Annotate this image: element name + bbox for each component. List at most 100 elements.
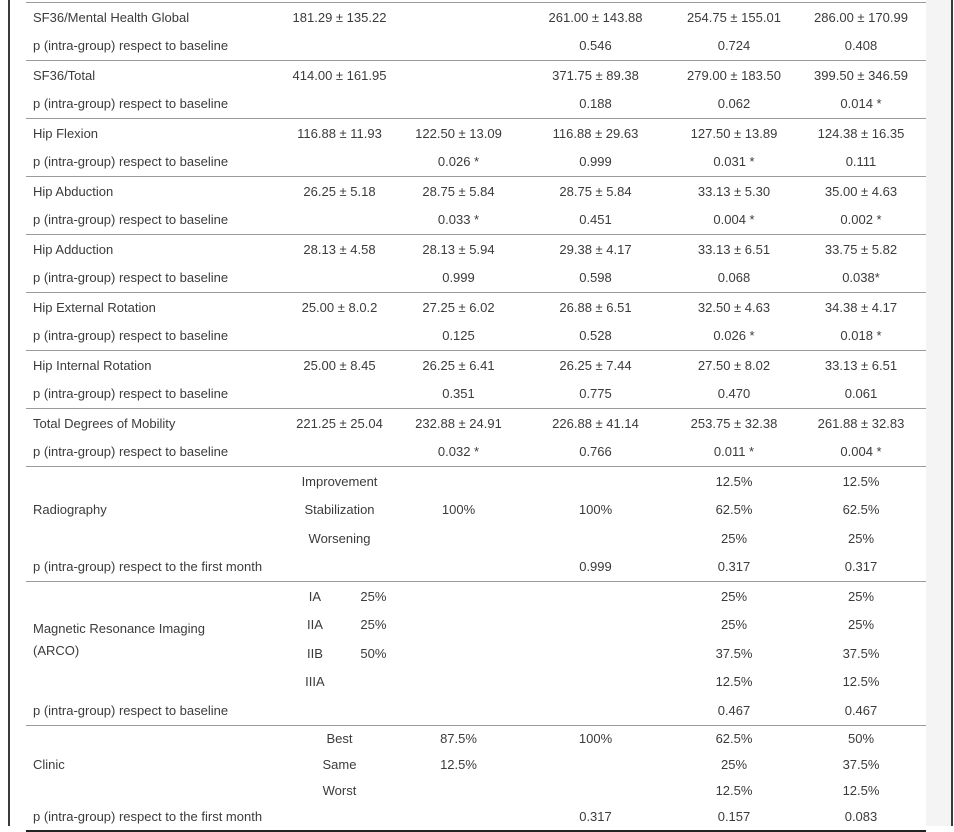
- p-row: p (intra-group) respect to baseline 0.546…: [26, 32, 926, 61]
- value-cell: 62.5%: [715, 731, 753, 746]
- value-cell: 87.5%: [440, 731, 477, 746]
- p-value-cell: 0.408: [844, 38, 878, 54]
- p-value-cell: [519, 696, 672, 725]
- arco-percent: 25%: [360, 588, 387, 604]
- p-value-cell: 0.351: [442, 386, 475, 402]
- p-value-cell: 0.004 *: [840, 444, 882, 460]
- p-value-cell: [398, 32, 519, 61]
- p-row-label: p (intra-group) respect to baseline: [33, 154, 229, 170]
- value-cell: 232.88 ± 24.91: [415, 415, 502, 431]
- p-row: p (intra-group) respect to baseline 0.125…: [26, 322, 926, 351]
- p-value-cell: 0.068: [717, 270, 751, 286]
- p-value-cell: 0.317: [579, 809, 612, 824]
- p-row: p (intra-group) respect to baseline 0.999…: [26, 264, 926, 293]
- value-cell: 50%: [847, 731, 875, 746]
- measure-row: Hip Internal Rotation 25.00 ± 8.45 26.25 ±…: [26, 351, 926, 380]
- table-group: Hip Internal Rotation 25.00 ± 8.45 26.25 ±…: [26, 350, 926, 408]
- value-cell: 261.00 ± 143.88: [548, 9, 643, 25]
- value-cell: 25%: [720, 588, 748, 604]
- value-cell: 12.5%: [715, 473, 753, 489]
- value-cell: 122.50 ± 13.09: [415, 125, 502, 141]
- value-cell: [398, 61, 519, 90]
- measure-row: Hip External Rotation 25.00 ± 8.0.2 27.25 …: [26, 293, 926, 322]
- p-value-cell: 0.451: [579, 212, 612, 228]
- value-cell: 25%: [720, 530, 748, 546]
- value-cell: 100%: [578, 731, 613, 746]
- row-label: Magnetic Resonance Imaging (ARCO): [26, 582, 281, 696]
- value-cell: 62.5%: [842, 502, 880, 518]
- p-value-cell: 0.033 *: [437, 212, 480, 228]
- value-cell: 414.00 ± 161.95: [292, 67, 387, 83]
- p-row: p (intra-group) respect to the first mon…: [26, 553, 926, 582]
- value-cell: [398, 524, 519, 553]
- p-value-cell: [281, 322, 398, 351]
- table-group: Magnetic Resonance Imaging (ARCO) IA 25% 25%…: [26, 581, 926, 725]
- p-value-cell: 0.467: [717, 702, 751, 718]
- value-cell: 12.5%: [842, 783, 880, 798]
- p-row: p (intra-group) respect to the first mon…: [26, 804, 926, 830]
- value-cell: 25%: [847, 530, 875, 546]
- value-cell: 279.00 ± 183.50: [687, 67, 781, 83]
- value-cell: 26.25 ± 5.18: [303, 183, 376, 199]
- value-cell: 28.75 ± 5.84: [559, 183, 632, 199]
- p-value-cell: 0.026 *: [437, 154, 480, 170]
- category-cell: IIA 25%: [281, 611, 398, 640]
- page-frame-left-line: [8, 0, 10, 826]
- value-cell: 261.88 ± 32.83: [817, 415, 905, 431]
- value-cell: 27.50 ± 8.02: [697, 357, 771, 373]
- measure-row: Total Degrees of Mobility 221.25 ± 25.04 2…: [26, 409, 926, 438]
- value-cell: 116.88 ± 11.93: [297, 125, 382, 141]
- value-cell: [398, 3, 519, 32]
- arco-grade: IIA: [306, 617, 323, 633]
- p-value-cell: [281, 148, 398, 177]
- value-cell: 12.5%: [842, 473, 880, 489]
- p-value-cell: 0.775: [579, 386, 612, 402]
- p-value-cell: 0.317: [844, 559, 878, 575]
- p-value-cell: 0.467: [844, 702, 878, 718]
- value-cell: 25%: [847, 588, 875, 604]
- value-cell: 12.5%: [842, 674, 880, 690]
- table-group: Hip Flexion 116.88 ± 11.93 122.50 ± 13.09 1…: [26, 118, 926, 176]
- p-value-cell: 0.999: [579, 154, 612, 170]
- page-frame-right-line: [951, 0, 953, 826]
- value-cell: [398, 611, 519, 640]
- category-cell: Stabilization: [304, 502, 375, 518]
- results-table: SF36/Mental Health Global 181.29 ± 135.22…: [26, 2, 926, 832]
- p-value-cell: [398, 553, 519, 582]
- value-cell: 221.25 ± 25.04: [296, 415, 383, 431]
- p-row-label: p (intra-group) respect to baseline: [33, 270, 229, 286]
- arco-grade: IIB: [306, 645, 323, 661]
- value-cell: 12.5%: [715, 783, 753, 798]
- measure-row: Hip Abduction 26.25 ± 5.18 28.75 ± 5.84 28.…: [26, 177, 926, 206]
- value-cell: 100%: [578, 502, 613, 518]
- p-row: p (intra-group) respect to baseline 0.026…: [26, 148, 926, 177]
- value-cell: 286.00 ± 170.99: [814, 9, 908, 25]
- p-value-cell: 0.004 *: [713, 212, 755, 228]
- arco-percent: 25%: [360, 617, 387, 633]
- value-cell: 100%: [441, 502, 476, 518]
- table-group: SF36/Mental Health Global 181.29 ± 135.22…: [26, 2, 926, 60]
- category-cell: Best: [326, 731, 353, 746]
- p-value-cell: 0.317: [717, 559, 751, 575]
- value-cell: 181.29 ± 135.22: [292, 9, 387, 25]
- multi-row-group: Radiography Improvement 12.5% 12.5% Stabiliz…: [26, 467, 926, 553]
- category-cell: Worsening: [308, 530, 371, 546]
- arco-grade: IIIA: [305, 674, 325, 690]
- multi-row-group: Clinic Best 87.5% 100% 62.5% 50% Same 12.5% 25% 3…: [26, 726, 926, 804]
- value-cell: 371.75 ± 89.38: [552, 67, 639, 83]
- p-value-cell: 0.011 *: [713, 444, 755, 460]
- value-cell: 25.00 ± 8.45: [303, 357, 376, 373]
- value-cell: [519, 639, 672, 668]
- p-value-cell: [398, 90, 519, 119]
- value-cell: [398, 778, 519, 804]
- p-row: p (intra-group) respect to baseline 0.351…: [26, 380, 926, 409]
- p-value-cell: [281, 696, 398, 725]
- p-value-cell: [281, 32, 398, 61]
- p-value-cell: [281, 438, 398, 467]
- p-value-cell: 0.999: [442, 270, 475, 286]
- row-label: Clinic: [26, 726, 281, 804]
- table-group: Clinic Best 87.5% 100% 62.5% 50% Same 12.5% 25% 3…: [26, 724, 926, 830]
- row-label: Hip External Rotation: [33, 299, 156, 315]
- p-value-cell: 0.038*: [842, 270, 880, 286]
- row-label-line: Magnetic Resonance Imaging: [33, 620, 205, 636]
